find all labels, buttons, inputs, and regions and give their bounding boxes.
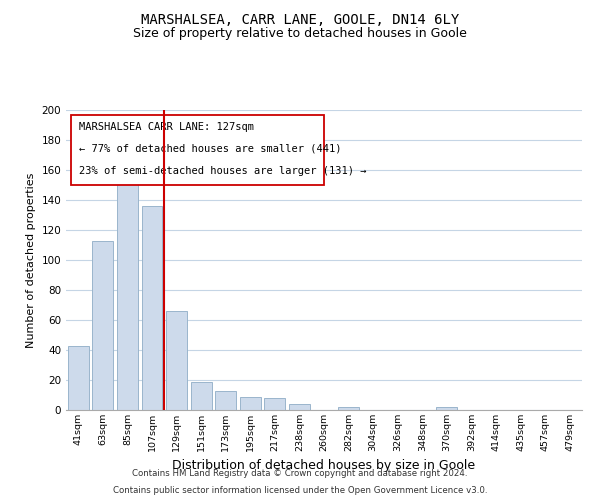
Y-axis label: Number of detached properties: Number of detached properties: [26, 172, 36, 348]
Text: MARSHALSEA CARR LANE: 127sqm: MARSHALSEA CARR LANE: 127sqm: [79, 122, 254, 132]
Text: Contains HM Land Registry data © Crown copyright and database right 2024.: Contains HM Land Registry data © Crown c…: [132, 468, 468, 477]
Bar: [92, 240, 113, 410]
Text: ← 77% of detached houses are smaller (441): ← 77% of detached houses are smaller (44…: [79, 144, 341, 154]
Bar: [289, 404, 310, 410]
X-axis label: Distribution of detached houses by size in Goole: Distribution of detached houses by size …: [172, 460, 476, 472]
FancyBboxPatch shape: [71, 114, 324, 185]
Bar: [142, 206, 163, 410]
Bar: [68, 346, 89, 410]
Bar: [436, 407, 457, 410]
Bar: [117, 168, 138, 410]
Bar: [338, 407, 359, 410]
Bar: [240, 396, 261, 410]
Bar: [215, 390, 236, 410]
Text: MARSHALSEA, CARR LANE, GOOLE, DN14 6LY: MARSHALSEA, CARR LANE, GOOLE, DN14 6LY: [141, 12, 459, 26]
Text: Size of property relative to detached houses in Goole: Size of property relative to detached ho…: [133, 28, 467, 40]
Bar: [166, 311, 187, 410]
Bar: [191, 382, 212, 410]
Text: Contains public sector information licensed under the Open Government Licence v3: Contains public sector information licen…: [113, 486, 487, 495]
Text: 23% of semi-detached houses are larger (131) →: 23% of semi-detached houses are larger (…: [79, 166, 367, 176]
Bar: [265, 398, 286, 410]
